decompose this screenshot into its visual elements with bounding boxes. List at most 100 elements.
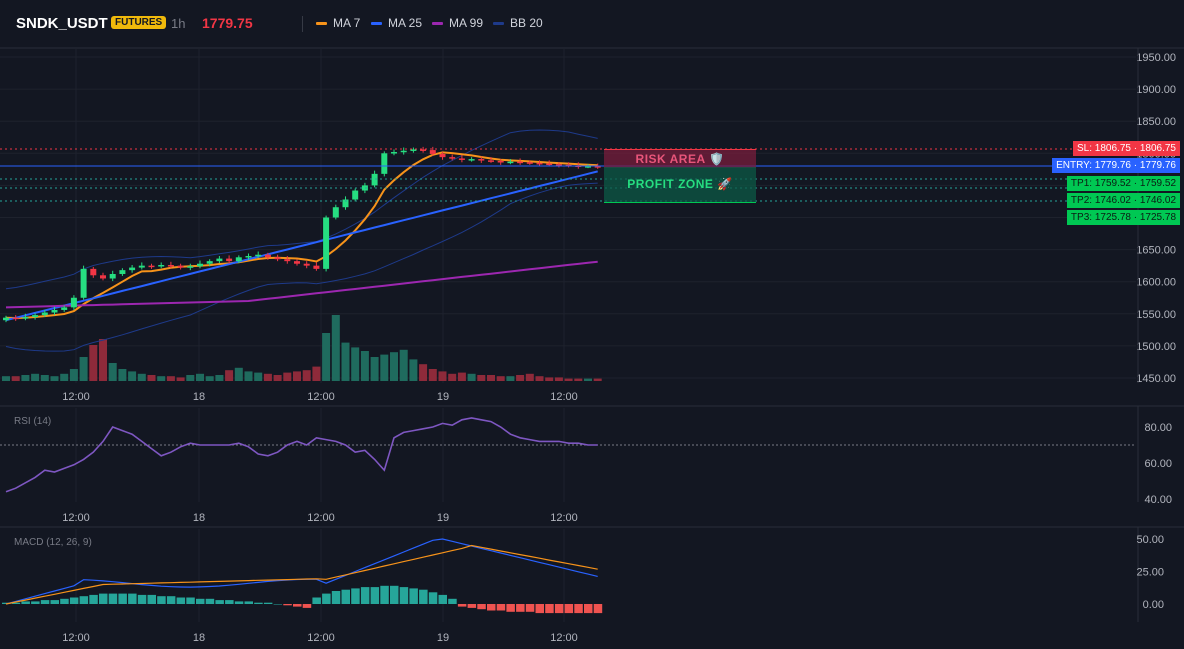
volume-bar: [457, 372, 466, 381]
candle-body: [22, 317, 29, 319]
volume-bar: [554, 377, 563, 381]
macd-histogram-bar: [11, 602, 21, 604]
volume-bar: [50, 376, 59, 381]
risk-area[interactable]: RISK AREA 🛡️: [604, 149, 756, 168]
volume-bar: [409, 359, 418, 381]
macd-histogram-bar: [487, 604, 496, 611]
volume-bar: [99, 339, 107, 381]
macd-tick-label: 50.00: [1136, 534, 1164, 546]
volume-bar: [545, 377, 554, 381]
macd-histogram-bar: [535, 604, 544, 614]
volume-bar: [225, 370, 234, 381]
candle-body: [468, 159, 475, 161]
bb-lower: [5, 182, 598, 352]
volume-bar: [234, 367, 243, 381]
candle-body: [313, 265, 320, 269]
volume-bar: [147, 375, 156, 381]
legend-ma7[interactable]: MA 7: [316, 16, 360, 30]
symbol-name[interactable]: SNDK_USDT: [16, 15, 108, 32]
volume-bar: [428, 369, 437, 381]
candle-body: [420, 149, 427, 151]
macd-histogram-bar: [564, 604, 574, 614]
macd-histogram-bar: [40, 600, 50, 604]
candle-body: [284, 259, 291, 262]
macd-panel: 50.00 25.00 0.00: [0, 526, 1184, 622]
candle-body: [381, 153, 388, 174]
time-tick-label: 12:00: [307, 632, 335, 644]
volume-bar: [31, 373, 40, 381]
candle-body: [352, 190, 359, 200]
ma7-line: [5, 151, 598, 320]
candle-body: [264, 254, 271, 258]
volume-bar: [584, 378, 592, 381]
macd-histogram-bar: [186, 597, 195, 604]
time-tick-label: 12:00: [550, 512, 578, 524]
macd-histogram-bar: [31, 601, 40, 604]
volume-bar: [399, 349, 408, 381]
rsi-tick-label: 40.00: [1144, 494, 1172, 506]
macd-histogram-bar: [312, 597, 321, 604]
macd-histogram-bar: [293, 604, 302, 607]
interval-selector[interactable]: 1h: [171, 16, 186, 31]
volume-bar: [516, 375, 525, 381]
volume-bar: [157, 376, 166, 381]
volume-bar: [79, 357, 88, 381]
macd-histogram-bar: [331, 591, 341, 604]
moving-averages: [5, 151, 598, 322]
trade-levels: [0, 148, 1136, 202]
ma25-swatch: [371, 21, 382, 25]
entry-tag: ENTRY: 1779.76 · 1779.76: [1052, 158, 1180, 173]
volume-bar: [525, 373, 534, 381]
candle-body: [138, 265, 145, 268]
volume-bar: [506, 376, 515, 381]
volume-bar: [40, 375, 49, 381]
volume-bar: [11, 376, 20, 381]
legend-ma25[interactable]: MA 25: [371, 16, 422, 30]
volume-bar: [322, 333, 331, 381]
candle-body: [148, 265, 155, 268]
header-divider: [302, 16, 303, 32]
volume-bar: [128, 371, 137, 381]
profit-zone-label: PROFIT ZONE 🚀: [627, 177, 733, 191]
macd-histogram-bar: [79, 596, 89, 604]
macd-histogram-bar: [341, 589, 350, 604]
legend-ma99[interactable]: MA 99: [432, 16, 483, 30]
time-axes: 12:00 18 12:00 19 12:00 12:00 18 12:00 19 12:00 12…: [62, 391, 578, 644]
candle-body: [32, 315, 39, 318]
chart-header: SNDK_USDT FUTURES 1h 1779.75 MA 7 MA 25 …: [0, 0, 1184, 48]
candle-body: [129, 267, 136, 271]
candle-body: [303, 263, 310, 266]
volume-bar: [254, 372, 263, 381]
macd-histogram-bar: [128, 593, 137, 604]
volume-bar: [564, 378, 573, 381]
candle-body: [70, 297, 77, 308]
macd-histogram-bar: [322, 593, 331, 604]
volume-bar: [448, 373, 457, 381]
risk-area-label: RISK AREA 🛡️: [635, 152, 725, 166]
legend-bb20[interactable]: BB 20: [493, 16, 543, 30]
macd-title: MACD (12, 26, 9): [14, 537, 92, 548]
price-tick-label: 1900.00: [1136, 84, 1176, 96]
volume-bar: [293, 371, 301, 381]
rsi-title: RSI (14): [14, 416, 52, 427]
macd-histogram-bar: [225, 600, 234, 604]
candle-body: [449, 157, 456, 159]
volume-bar: [2, 376, 10, 381]
time-tick-label: 19: [437, 512, 449, 524]
legend-bb20-label: BB 20: [510, 16, 543, 30]
macd-histogram-bar: [302, 604, 312, 608]
candle-body: [546, 163, 553, 166]
macd-histogram-bar: [234, 601, 244, 604]
candle-body: [555, 164, 562, 166]
candle-body: [429, 150, 436, 154]
time-tick-label: 18: [193, 512, 205, 524]
macd-histogram-bar: [399, 587, 409, 604]
macd-histogram-bar: [166, 596, 176, 604]
candle-body: [90, 268, 97, 276]
profit-zone[interactable]: PROFIT ZONE 🚀: [604, 167, 756, 203]
legend-ma25-label: MA 25: [388, 16, 423, 30]
time-tick-label: 12:00: [62, 632, 90, 644]
candle-body: [51, 309, 58, 313]
candle-body: [517, 161, 524, 164]
